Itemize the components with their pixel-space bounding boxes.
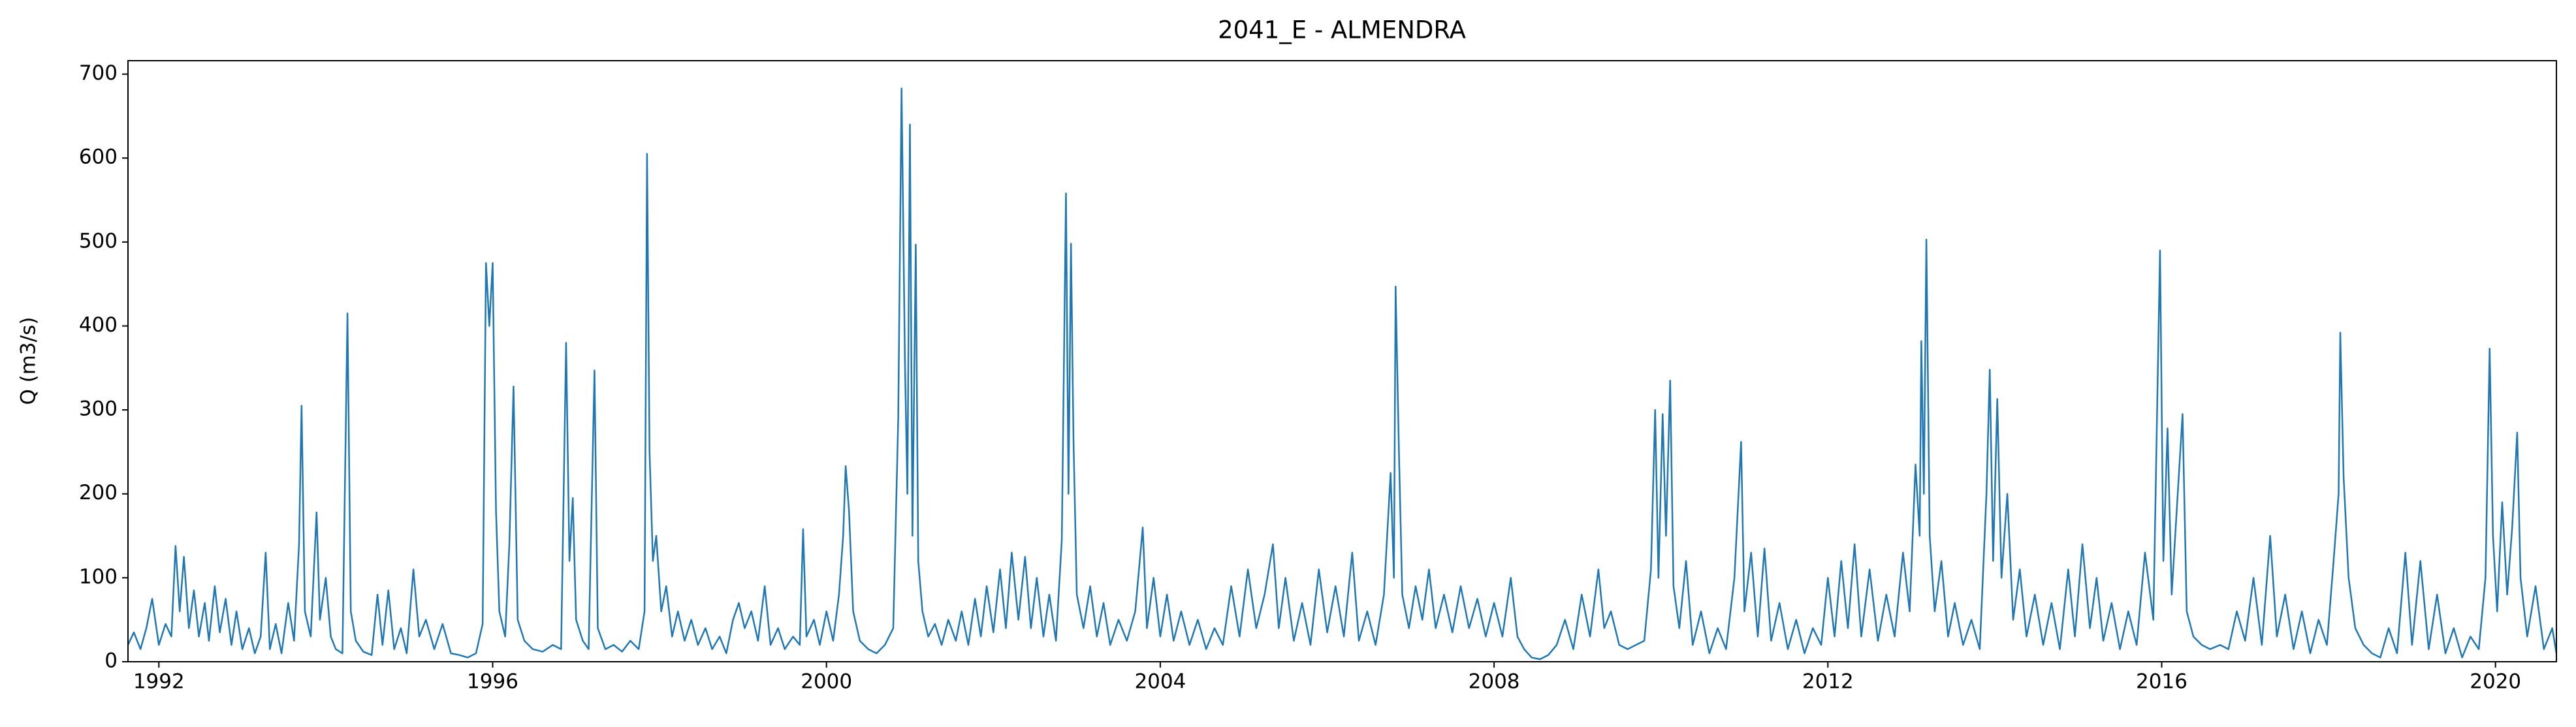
- x-tick-label: 2004: [1134, 670, 1186, 694]
- y-tick-label: 600: [79, 146, 118, 169]
- x-tick-label: 2020: [2470, 670, 2521, 694]
- y-tick-label: 100: [79, 565, 118, 589]
- x-tick-label: 2008: [1469, 670, 1520, 694]
- y-tick-label: 700: [79, 61, 118, 85]
- y-tick-label: 500: [79, 229, 118, 253]
- y-tick-label: 400: [79, 313, 118, 337]
- x-tick-label: 2000: [801, 670, 852, 694]
- x-tick-label: 2012: [1802, 670, 1854, 694]
- x-tick-label: 1996: [467, 670, 518, 694]
- y-axis-label: Q (m3/s): [17, 317, 40, 405]
- y-tick-label: 0: [104, 649, 118, 673]
- y-tick-label: 200: [79, 481, 118, 504]
- y-tick-label: 300: [79, 397, 118, 421]
- plot-frame: [127, 60, 2557, 662]
- chart-title: 2041_E - ALMENDRA: [1218, 16, 1466, 44]
- x-tick-label: 2016: [2136, 670, 2187, 694]
- series-line: [127, 87, 2558, 660]
- x-tick-label: 1992: [133, 670, 185, 694]
